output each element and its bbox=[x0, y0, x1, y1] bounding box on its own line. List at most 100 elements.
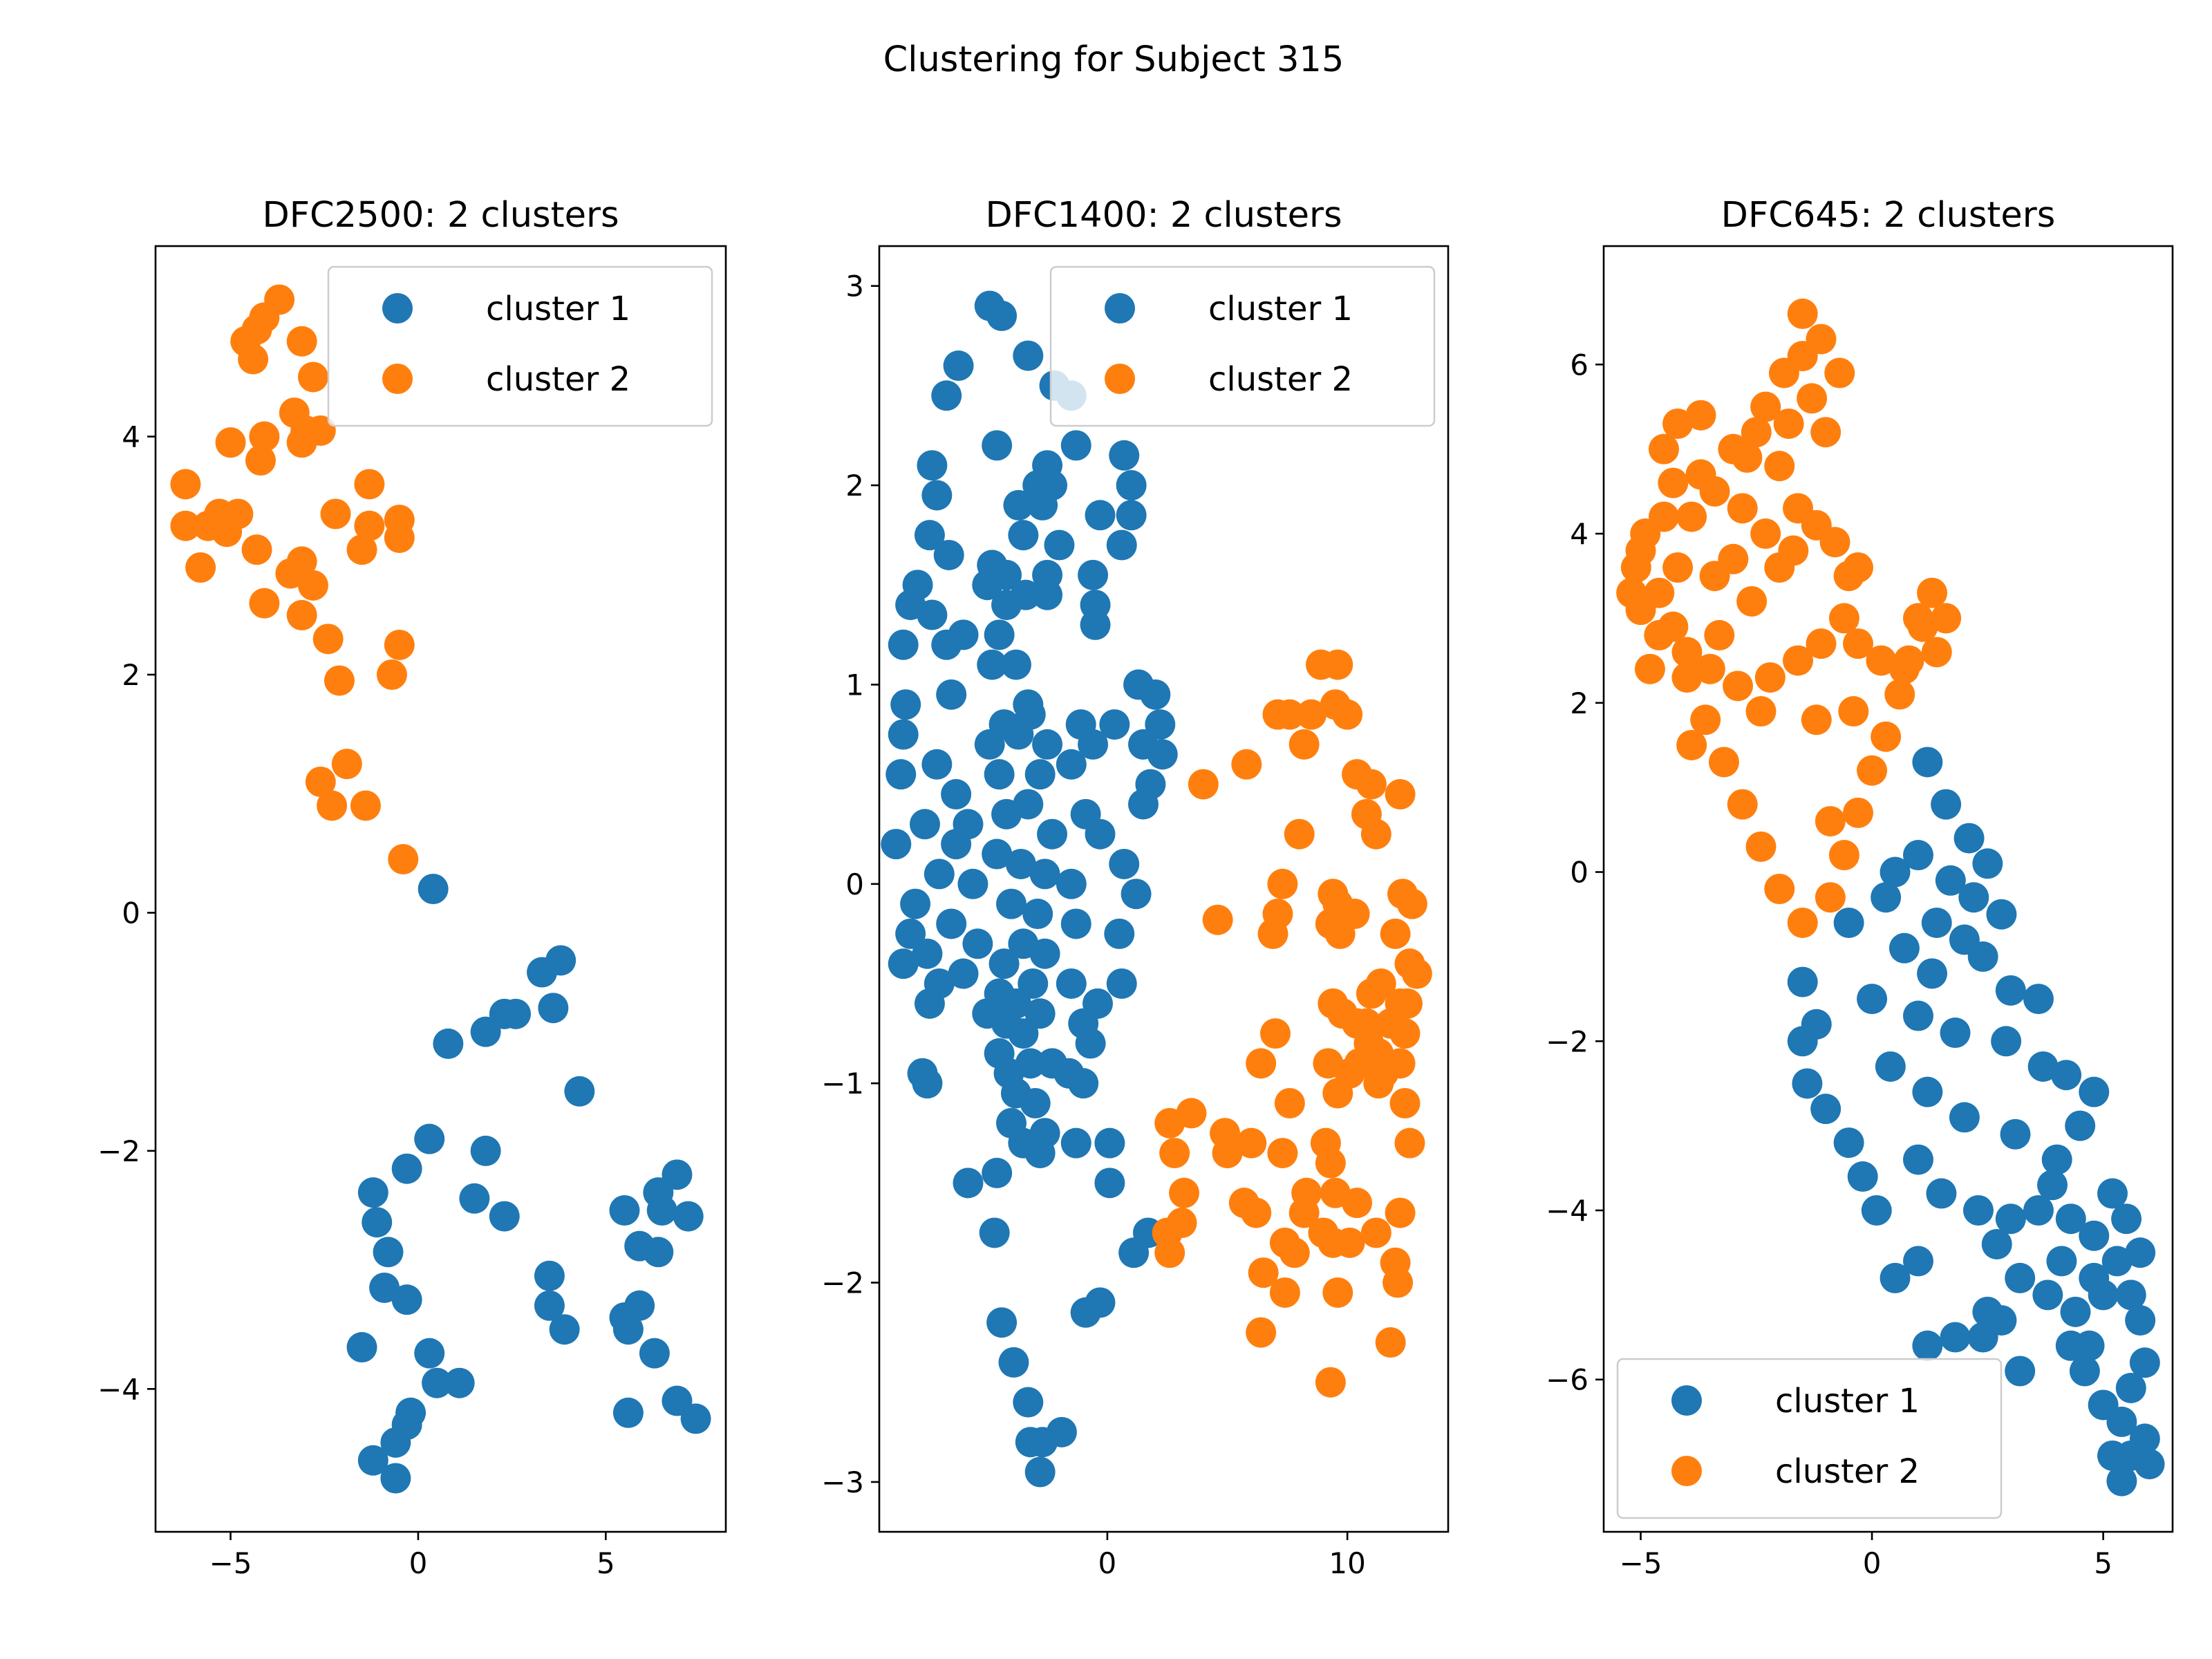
point-cluster-2 bbox=[1318, 1227, 1349, 1258]
point-cluster-2 bbox=[170, 510, 201, 541]
point-cluster-2 bbox=[1324, 918, 1356, 949]
point-cluster-2 bbox=[1279, 1237, 1310, 1268]
point-cluster-1 bbox=[2041, 1144, 2072, 1175]
point-cluster-1 bbox=[1958, 882, 1989, 913]
legend-label: cluster 1 bbox=[486, 290, 630, 328]
point-cluster-2 bbox=[1815, 882, 1846, 913]
point-cluster-1 bbox=[1060, 1127, 1091, 1159]
point-cluster-1 bbox=[921, 480, 953, 511]
point-cluster-1 bbox=[941, 829, 972, 860]
point-cluster-1 bbox=[639, 1338, 670, 1369]
point-cluster-1 bbox=[1991, 1026, 2022, 1057]
point-cluster-2 bbox=[1685, 400, 1716, 431]
point-cluster-1 bbox=[2106, 1465, 2137, 1497]
point-cluster-2 bbox=[1676, 729, 1707, 760]
point-cluster-1 bbox=[2023, 1195, 2054, 1226]
point-cluster-1 bbox=[1926, 1178, 1957, 1209]
point-cluster-1 bbox=[1847, 1161, 1878, 1192]
point-cluster-2 bbox=[1360, 1217, 1391, 1248]
point-cluster-2 bbox=[1342, 1188, 1373, 1219]
point-cluster-1 bbox=[1078, 559, 1109, 590]
y-tick-label: 4 bbox=[1570, 517, 1588, 551]
point-cluster-2 bbox=[1806, 628, 1837, 659]
point-cluster-1 bbox=[1931, 789, 1962, 820]
x-tick-label: 0 bbox=[1098, 1546, 1117, 1580]
y-tick-label: 0 bbox=[1570, 856, 1588, 890]
point-cluster-1 bbox=[391, 1284, 422, 1315]
x-tick-label: 0 bbox=[1863, 1546, 1882, 1580]
point-cluster-1 bbox=[489, 1201, 520, 1232]
y-tick-label: 2 bbox=[122, 658, 140, 692]
point-cluster-2 bbox=[305, 767, 336, 797]
point-cluster-1 bbox=[1940, 1018, 1971, 1049]
legend-marker-cluster-2 bbox=[1105, 364, 1135, 394]
point-cluster-1 bbox=[974, 729, 1005, 760]
point-cluster-1 bbox=[953, 1168, 984, 1199]
point-cluster-2 bbox=[1322, 649, 1353, 680]
point-cluster-1 bbox=[917, 599, 948, 630]
point-cluster-1 bbox=[1995, 975, 2026, 1006]
y-tick-label: 4 bbox=[122, 420, 140, 454]
y-tick-label: 0 bbox=[845, 868, 864, 901]
point-cluster-1 bbox=[921, 749, 953, 780]
legend-label: cluster 2 bbox=[1208, 360, 1353, 399]
y-tick-label: −4 bbox=[97, 1372, 140, 1406]
point-cluster-1 bbox=[924, 859, 955, 890]
x-tick-label: 10 bbox=[1329, 1546, 1365, 1580]
point-cluster-1 bbox=[1056, 868, 1087, 899]
point-cluster-2 bbox=[212, 516, 243, 547]
point-cluster-2 bbox=[384, 629, 415, 660]
point-cluster-2 bbox=[1843, 797, 1874, 828]
point-cluster-1 bbox=[2051, 1060, 2082, 1091]
point-cluster-2 bbox=[297, 570, 328, 601]
point-cluster-1 bbox=[2037, 1170, 2068, 1201]
point-cluster-2 bbox=[1394, 1127, 1425, 1159]
point-cluster-2 bbox=[1828, 603, 1859, 634]
point-cluster-1 bbox=[1972, 848, 2003, 879]
point-cluster-2 bbox=[249, 588, 280, 619]
point-cluster-1 bbox=[418, 874, 449, 904]
point-cluster-2 bbox=[286, 326, 317, 357]
point-cluster-2 bbox=[1773, 408, 1804, 439]
point-cluster-1 bbox=[1902, 1000, 1933, 1031]
point-cluster-1 bbox=[1861, 1195, 1892, 1226]
point-cluster-1 bbox=[380, 1463, 411, 1494]
point-cluster-2 bbox=[1764, 874, 1795, 904]
point-cluster-1 bbox=[1902, 1246, 1933, 1277]
point-cluster-1 bbox=[1029, 859, 1060, 890]
point-cluster-1 bbox=[612, 1397, 644, 1428]
point-cluster-2 bbox=[1783, 645, 1814, 676]
point-cluster-1 bbox=[534, 1290, 565, 1321]
point-cluster-1 bbox=[2079, 1076, 2110, 1107]
point-cluster-2 bbox=[1241, 1197, 1272, 1228]
point-cluster-2 bbox=[1819, 527, 1850, 558]
point-cluster-2 bbox=[1843, 628, 1874, 659]
point-cluster-1 bbox=[1857, 984, 1888, 1015]
point-cluster-2 bbox=[354, 469, 385, 500]
point-cluster-2 bbox=[286, 599, 317, 630]
point-cluster-1 bbox=[549, 1314, 580, 1345]
point-cluster-1 bbox=[545, 945, 577, 976]
point-cluster-1 bbox=[909, 809, 940, 840]
point-cluster-1 bbox=[1121, 879, 1152, 910]
point-cluster-2 bbox=[317, 790, 348, 821]
point-cluster-1 bbox=[1995, 1203, 2026, 1235]
legend-box bbox=[327, 265, 713, 427]
point-cluster-2 bbox=[1824, 357, 1855, 388]
point-cluster-1 bbox=[470, 1135, 501, 1166]
legend-label: cluster 1 bbox=[1775, 1382, 1920, 1421]
point-cluster-1 bbox=[895, 918, 926, 949]
point-cluster-1 bbox=[943, 350, 974, 382]
point-cluster-1 bbox=[1008, 1018, 1039, 1049]
point-cluster-1 bbox=[2065, 1110, 2096, 1141]
point-cluster-1 bbox=[1127, 789, 1159, 820]
y-tick-label: 2 bbox=[1570, 686, 1588, 720]
point-cluster-1 bbox=[1912, 1330, 1943, 1361]
point-cluster-1 bbox=[357, 1445, 388, 1476]
point-cluster-1 bbox=[673, 1201, 704, 1232]
point-cluster-1 bbox=[2115, 1280, 2146, 1311]
point-cluster-1 bbox=[1060, 430, 1091, 461]
legend-label: cluster 1 bbox=[1208, 290, 1353, 328]
point-cluster-2 bbox=[1801, 704, 1832, 735]
point-cluster-2 bbox=[1857, 755, 1888, 786]
